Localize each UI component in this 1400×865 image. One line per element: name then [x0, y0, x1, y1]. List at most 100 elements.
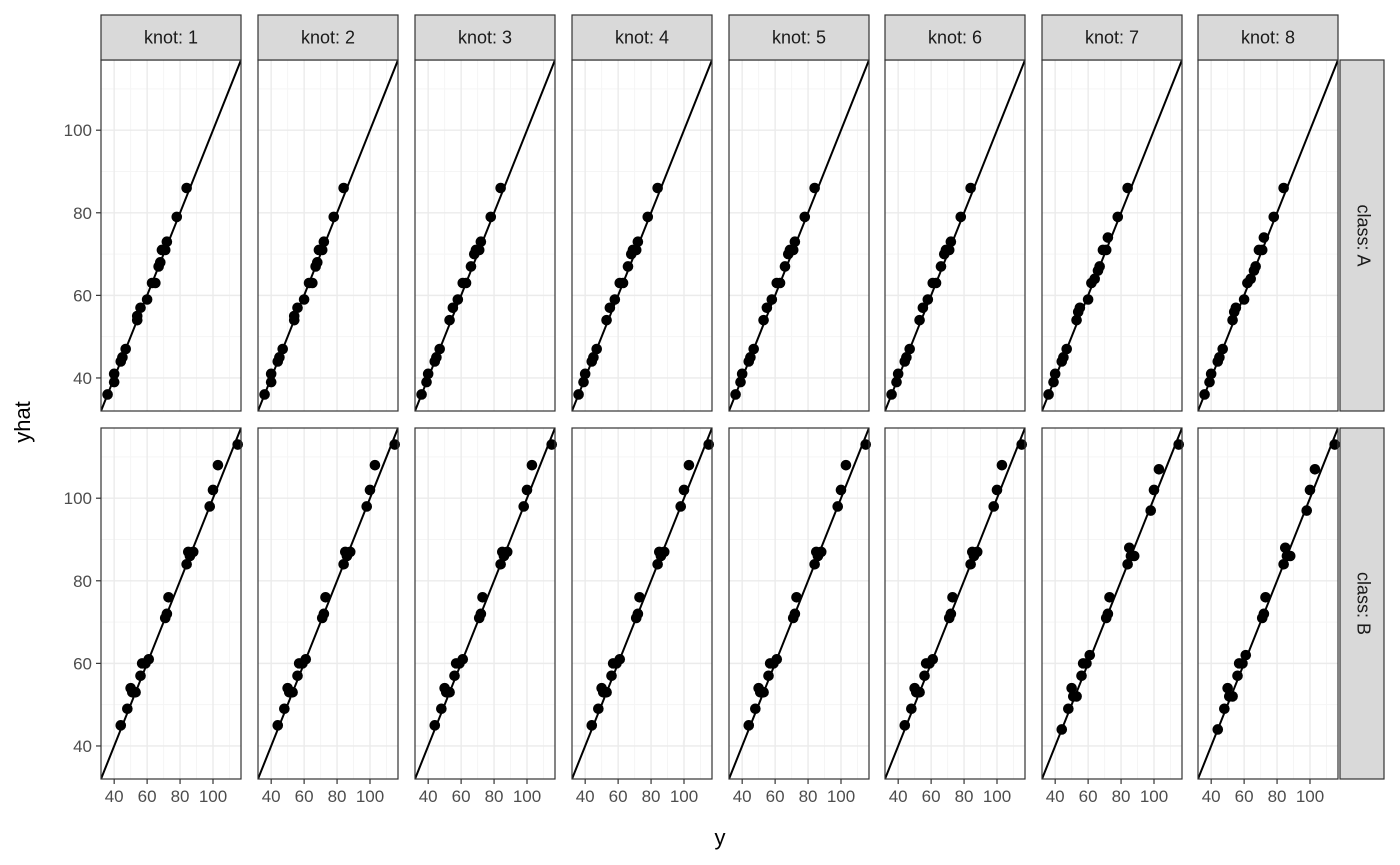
data-point	[606, 670, 617, 682]
data-point	[1063, 703, 1074, 715]
panel-border	[257, 427, 399, 780]
data-point	[135, 302, 146, 314]
data-point	[1329, 439, 1341, 450]
data-point	[1128, 550, 1140, 562]
data-point	[1278, 558, 1289, 570]
data-point	[906, 703, 917, 715]
reference-line	[258, 428, 398, 779]
y-tick-label: 60	[73, 654, 92, 673]
data-point	[181, 558, 192, 570]
x-tick-label: 40	[1202, 787, 1221, 806]
data-point	[730, 389, 741, 400]
data-point	[102, 389, 113, 400]
data-point	[279, 703, 290, 715]
data-point	[1245, 273, 1257, 285]
facet-strip-top	[571, 14, 713, 61]
data-point	[1089, 273, 1101, 285]
data-point	[1081, 658, 1092, 669]
data-point	[328, 211, 340, 223]
data-point	[652, 182, 663, 194]
x-tick-label: 40	[889, 787, 908, 806]
data-point	[1066, 682, 1077, 694]
x-axis-title: y	[715, 825, 726, 850]
data-point	[1074, 302, 1086, 314]
data-point	[809, 558, 820, 570]
data-point	[135, 670, 146, 682]
data-point	[265, 368, 277, 380]
data-point	[316, 244, 328, 256]
facet-label-col: knot: 4	[615, 28, 669, 48]
data-point	[465, 261, 477, 272]
data-point	[452, 294, 464, 305]
data-point	[131, 310, 143, 322]
data-point	[364, 484, 376, 496]
facet-strip-top	[257, 14, 399, 61]
data-point	[1204, 376, 1215, 388]
data-point	[771, 653, 783, 665]
data-point	[1214, 352, 1225, 363]
data-point	[122, 703, 133, 715]
x-tick-label: 100	[356, 787, 384, 806]
data-point	[1232, 670, 1243, 682]
data-point	[298, 294, 310, 305]
y-tick-label: 60	[73, 286, 92, 305]
facet-label-col: knot: 6	[928, 28, 982, 48]
data-point	[1278, 182, 1289, 194]
data-point	[518, 501, 530, 512]
x-tick-label: 40	[419, 787, 438, 806]
data-point	[604, 302, 616, 314]
data-point	[1284, 550, 1296, 562]
data-point	[891, 376, 902, 388]
x-tick-label: 80	[955, 787, 974, 806]
x-tick-label: 80	[642, 787, 661, 806]
data-point	[799, 211, 811, 223]
data-point	[1222, 682, 1233, 694]
data-point	[429, 720, 441, 731]
data-point	[1250, 261, 1261, 272]
data-point	[1058, 352, 1069, 363]
data-point	[115, 720, 127, 731]
data-point	[632, 608, 644, 620]
data-point	[988, 501, 1000, 512]
x-tick-label: 80	[1268, 787, 1287, 806]
data-point	[578, 376, 589, 388]
data-point	[630, 244, 642, 256]
data-point	[791, 592, 802, 603]
data-point	[622, 261, 634, 272]
data-point	[143, 653, 155, 665]
x-tick-label: 100	[827, 787, 855, 806]
data-point	[840, 459, 852, 471]
data-point	[292, 302, 303, 314]
x-tick-label: 100	[1296, 787, 1324, 806]
data-point	[675, 501, 687, 512]
x-tick-label: 60	[295, 787, 314, 806]
data-point	[1205, 368, 1217, 380]
data-point	[815, 546, 827, 558]
data-point	[614, 653, 626, 665]
data-point	[1104, 592, 1115, 603]
data-point	[919, 670, 930, 682]
data-point	[1076, 670, 1087, 682]
data-point	[789, 236, 801, 247]
data-point	[274, 352, 285, 363]
panel-border	[100, 427, 242, 780]
panel-border	[1041, 427, 1183, 780]
data-point	[1238, 294, 1250, 305]
reference-line	[1198, 428, 1338, 779]
data-point	[1199, 389, 1210, 400]
data-point	[652, 558, 663, 570]
data-point	[1082, 294, 1094, 305]
data-point	[501, 546, 513, 558]
x-tick-label: 80	[1112, 787, 1131, 806]
data-point	[1043, 389, 1054, 400]
data-point	[1217, 343, 1229, 355]
data-point	[809, 182, 820, 194]
data-point	[1230, 302, 1242, 314]
x-tick-label: 40	[262, 787, 281, 806]
data-point	[1100, 244, 1112, 256]
facet-label-row: class: A	[1353, 204, 1373, 266]
data-point	[320, 592, 331, 603]
x-tick-label: 100	[1140, 787, 1168, 806]
data-point	[475, 608, 487, 620]
